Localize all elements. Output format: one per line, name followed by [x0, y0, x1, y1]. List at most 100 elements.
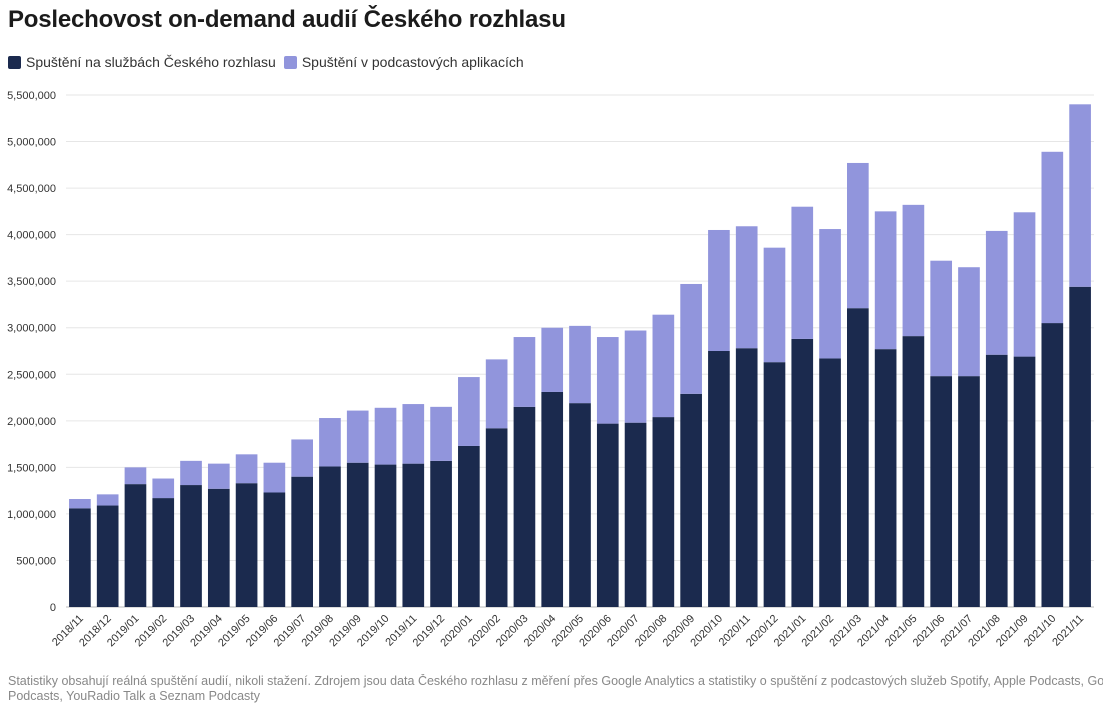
y-tick-label: 500,000	[16, 555, 56, 567]
bar-segment-podcast-apps-2019-03[interactable]	[180, 460, 202, 486]
bar-segment-cro-2019-11[interactable]	[402, 463, 425, 607]
bar-segment-podcast-apps-2019-07[interactable]	[291, 439, 313, 477]
y-tick-label: 5,500,000	[7, 90, 56, 102]
bar-segment-podcast-apps-2021-10[interactable]	[1041, 151, 1064, 324]
bar-segment-podcast-apps-2019-10[interactable]	[374, 407, 397, 465]
y-tick-label: 1,000,000	[7, 509, 56, 521]
y-tick-label: 3,500,000	[7, 276, 56, 288]
bar-segment-cro-2021-04[interactable]	[874, 349, 897, 607]
bar-segment-podcast-apps-2021-08[interactable]	[985, 230, 1008, 355]
bar-segment-cro-2020-10[interactable]	[708, 351, 730, 607]
bar-segment-podcast-apps-2019-05[interactable]	[235, 454, 258, 484]
legend-label-podcast-apps: Spuštění v podcastových aplikacích	[301, 54, 524, 70]
bar-segment-podcast-apps-2020-12[interactable]	[763, 247, 786, 363]
bar-segment-podcast-apps-2019-09[interactable]	[346, 410, 369, 463]
bar-segment-cro-2019-07[interactable]	[291, 476, 313, 607]
bar-segment-podcast-apps-2020-10[interactable]	[708, 229, 730, 351]
bar-segment-cro-2018-11[interactable]	[69, 508, 91, 607]
bar-segment-podcast-apps-2021-09[interactable]	[1013, 212, 1036, 357]
bar-segment-cro-2019-04[interactable]	[207, 488, 230, 607]
bar-segment-cro-2019-09[interactable]	[346, 462, 369, 607]
bar-segment-cro-2021-05[interactable]	[902, 336, 925, 607]
y-tick-label: 0	[50, 602, 56, 614]
bar-segment-cro-2020-05[interactable]	[569, 403, 591, 607]
y-tick-label: 2,000,000	[7, 416, 56, 428]
bar-segment-podcast-apps-2019-02[interactable]	[152, 478, 175, 499]
bar-segment-cro-2020-09[interactable]	[680, 393, 702, 607]
bar-segment-cro-2021-03[interactable]	[847, 308, 869, 607]
chart-title: Poslechovost on-demand audií Českého roz…	[8, 6, 566, 33]
footnote-line-1: Statistiky obsahují reálná spuštění audi…	[8, 674, 1103, 688]
bar-segment-podcast-apps-2020-04[interactable]	[541, 327, 564, 392]
bar-segment-podcast-apps-2020-07[interactable]	[624, 330, 647, 423]
bar-segment-podcast-apps-2021-11[interactable]	[1069, 104, 1091, 287]
bar-segment-podcast-apps-2021-05[interactable]	[902, 204, 925, 337]
bar-segment-podcast-apps-2019-12[interactable]	[430, 406, 452, 461]
bar-segment-cro-2021-10[interactable]	[1041, 323, 1064, 607]
bar-segment-cro-2020-03[interactable]	[513, 406, 536, 607]
bar-segment-podcast-apps-2020-09[interactable]	[680, 283, 702, 394]
bar-segment-cro-2021-11[interactable]	[1069, 286, 1091, 607]
bar-segment-cro-2021-07[interactable]	[958, 376, 980, 607]
y-tick-label: 4,000,000	[7, 230, 56, 242]
bar-segment-podcast-apps-2021-06[interactable]	[930, 260, 953, 377]
bar-segment-podcast-apps-2021-07[interactable]	[958, 267, 980, 377]
bar-segment-cro-2019-05[interactable]	[235, 483, 258, 607]
bar-segment-podcast-apps-2020-01[interactable]	[458, 377, 480, 446]
bar-segment-podcast-apps-2019-04[interactable]	[207, 463, 230, 489]
bar-segment-cro-2021-06[interactable]	[930, 376, 953, 607]
y-tick-label: 1,500,000	[7, 462, 56, 474]
bar-segment-podcast-apps-2020-05[interactable]	[569, 325, 591, 404]
bar-segment-cro-2020-04[interactable]	[541, 391, 564, 607]
bar-segment-cro-2019-06[interactable]	[263, 492, 286, 608]
bar-segment-cro-2018-12[interactable]	[96, 505, 119, 607]
bar-segment-podcast-apps-2018-12[interactable]	[96, 494, 119, 506]
y-tick-label: 2,500,000	[7, 369, 56, 381]
bar-segment-cro-2019-08[interactable]	[319, 466, 341, 607]
bar-segment-podcast-apps-2020-08[interactable]	[652, 314, 675, 418]
bar-segment-cro-2021-01[interactable]	[791, 338, 814, 607]
bar-segment-cro-2020-11[interactable]	[735, 348, 758, 607]
bar-segment-cro-2021-02[interactable]	[819, 358, 841, 607]
bar-segment-cro-2019-01[interactable]	[124, 484, 147, 607]
bar-segment-podcast-apps-2019-06[interactable]	[263, 462, 286, 493]
x-tick-label: 2021/11	[1050, 613, 1086, 649]
bar-segment-podcast-apps-2021-02[interactable]	[819, 229, 841, 359]
bar-segment-podcast-apps-2020-02[interactable]	[485, 359, 508, 429]
bar-segment-cro-2019-02[interactable]	[152, 498, 175, 607]
bar-segment-podcast-apps-2020-03[interactable]	[513, 337, 536, 407]
bar-segment-podcast-apps-2019-01[interactable]	[124, 467, 147, 485]
legend-item-podcast-apps[interactable]: Spuštění v podcastových aplikacích	[283, 54, 524, 70]
bars	[69, 104, 1091, 607]
y-tick-label: 3,000,000	[7, 323, 56, 335]
legend-swatch-cro	[8, 55, 21, 69]
y-tick-label: 4,500,000	[7, 183, 56, 195]
bar-segment-podcast-apps-2020-06[interactable]	[596, 337, 619, 424]
bar-segment-podcast-apps-2018-11[interactable]	[69, 499, 91, 509]
bar-segment-podcast-apps-2021-03[interactable]	[847, 162, 869, 309]
y-axis: 0 500,000 1,000,000 1,500,000 2,000,000 2,500…	[7, 90, 56, 614]
legend-item-cro[interactable]: Spuštění na službách Českého rozhlasu	[8, 54, 276, 70]
bar-segment-podcast-apps-2021-04[interactable]	[874, 211, 897, 350]
bar-segment-podcast-apps-2019-11[interactable]	[402, 404, 425, 464]
bar-segment-cro-2019-03[interactable]	[180, 485, 202, 607]
bar-segment-cro-2021-08[interactable]	[985, 354, 1008, 607]
stacked-bar-chart: 0 500,000 1,000,000 1,500,000 2,000,000 2,500…	[7, 90, 1094, 649]
bar-segment-podcast-apps-2021-01[interactable]	[791, 206, 814, 339]
bar-segment-cro-2020-12[interactable]	[763, 362, 786, 607]
legend-label-cro: Spuštění na službách Českého rozhlasu	[26, 54, 276, 70]
footnote: Statistiky obsahují reálná spuštění audi…	[8, 674, 1103, 704]
bar-segment-cro-2021-09[interactable]	[1013, 356, 1036, 607]
bar-segment-cro-2019-12[interactable]	[430, 460, 452, 607]
bar-segment-cro-2020-08[interactable]	[652, 417, 675, 607]
bar-segment-podcast-apps-2019-08[interactable]	[319, 418, 341, 467]
bar-segment-cro-2019-10[interactable]	[374, 464, 397, 607]
bar-segment-cro-2020-07[interactable]	[624, 422, 647, 607]
bar-segment-cro-2020-01[interactable]	[458, 445, 480, 607]
legend: Spuštění na službách Českého rozhlasu Sp…	[8, 54, 532, 70]
bar-segment-podcast-apps-2020-11[interactable]	[735, 226, 758, 349]
footnote-line-2: Podcasts, YouRadio Talk a Seznam Podcast…	[8, 689, 261, 703]
bar-segment-cro-2020-02[interactable]	[485, 428, 508, 607]
bar-segment-cro-2020-06[interactable]	[596, 423, 619, 607]
y-tick-label: 5,000,000	[7, 137, 56, 149]
